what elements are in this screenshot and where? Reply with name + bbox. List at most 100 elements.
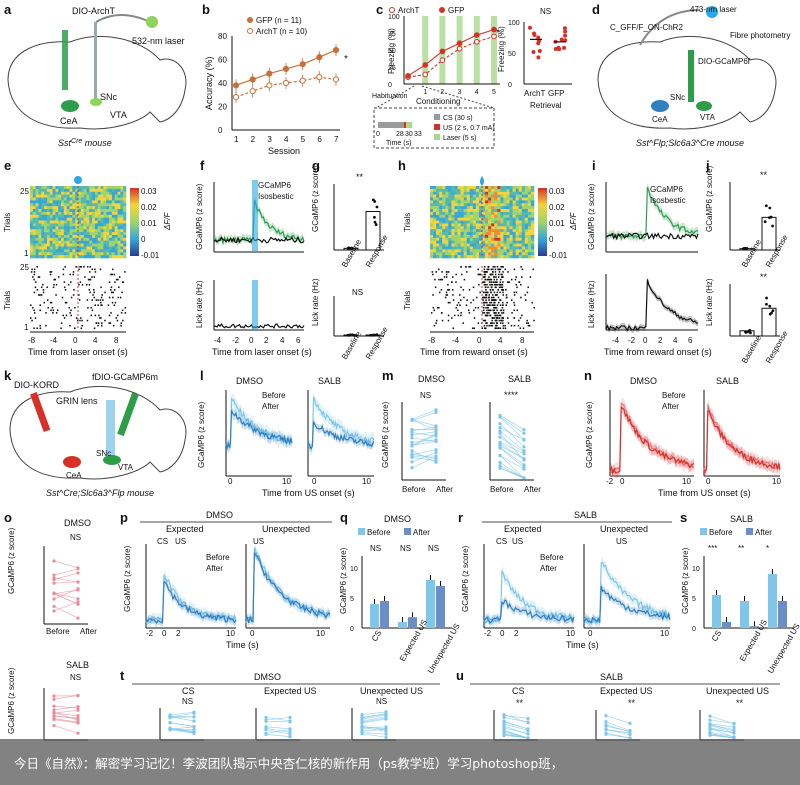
habituation-c: Habituation: [372, 93, 408, 100]
raster-e-tick: [95, 299, 98, 301]
heat-e-cell: [114, 252, 118, 256]
star-c: *: [496, 28, 500, 39]
point-c-1-3: [456, 40, 463, 47]
xlabel-m-after-dmso: After: [436, 485, 453, 494]
heat-e-cell: [78, 203, 82, 207]
heat-e-cell: [75, 214, 79, 218]
heat-e-cell: [94, 255, 99, 259]
heat-h-cell: [454, 249, 458, 253]
raster-e-tick: [55, 294, 57, 296]
heat-h-cell: [460, 237, 464, 242]
heat-h-cell: [521, 197, 526, 201]
raster-e-tick: [100, 317, 102, 319]
heat-e-cell: [35, 214, 39, 218]
heat-h-cell: [469, 240, 474, 244]
raster-h-tick: [533, 319, 535, 322]
heat-e-cell: [63, 209, 68, 213]
raster-h-lick: [482, 296, 484, 299]
heat-h-cell: [530, 197, 535, 201]
heat-h-cell: [497, 200, 501, 204]
heat-e-cell: [117, 249, 121, 253]
q-bar-1-0: [398, 622, 407, 628]
heat-h-cell: [430, 214, 434, 218]
heat-e-cell: [89, 226, 93, 230]
heat-e-cell: [66, 217, 70, 221]
heat-e-cell: [32, 211, 36, 216]
raster-e-tick: [72, 273, 74, 276]
raster-h-lick: [496, 266, 499, 268]
heat-e-cell: [38, 252, 42, 256]
heat-h-cell: [485, 240, 489, 244]
lens-label-k: GRIN lens: [56, 396, 98, 406]
heat-e-cell: [89, 237, 93, 242]
heat-h-cell: [515, 252, 520, 256]
xtick-b-5: 6: [317, 135, 322, 144]
heat-e-cell: [111, 246, 116, 250]
raster-h-tick: [468, 266, 470, 268]
heat-h-cell: [488, 188, 492, 193]
heat-e-cell: [30, 243, 34, 247]
raster-h-tick: [445, 294, 448, 296]
heat-e-cell: [44, 186, 48, 190]
heat-h-cell: [475, 194, 480, 198]
heat-e-cell: [44, 200, 48, 204]
heat-h-cell: [512, 232, 516, 236]
heat-h-cell: [430, 252, 434, 256]
heat-h-cell: [448, 255, 452, 259]
heat-h-cell: [521, 211, 526, 216]
heat-h-cell: [500, 206, 504, 210]
heat-h-cell: [488, 214, 492, 218]
heat-h-cell: [503, 223, 507, 227]
raster-h-tick: [453, 314, 456, 317]
heat-e-cell: [111, 188, 116, 193]
heat-e-cell: [38, 214, 42, 218]
u-exp-after-5: [628, 721, 632, 725]
raster-h-lick: [499, 322, 502, 324]
heat-h-cell: [448, 203, 452, 207]
raster-h-tick: [440, 289, 443, 291]
heat-h-cell: [445, 206, 449, 210]
heat-e-cell: [94, 203, 99, 207]
heat-h-cell: [460, 249, 464, 253]
heat-h-cell: [482, 206, 486, 210]
heat-e-cell: [80, 237, 84, 242]
raster-e-tick: [73, 327, 76, 330]
t-unexp-after-3: [384, 735, 388, 739]
raster-h-tick: [446, 294, 449, 296]
heat-h-cell: [485, 252, 489, 256]
heat-h-cell: [475, 214, 480, 218]
raster-h-tick: [507, 271, 509, 273]
heat-h-cell: [445, 237, 449, 242]
heat-h-cell: [527, 197, 532, 201]
mouse-brain-outline-k: [9, 386, 187, 480]
p-exp-after-line: [145, 580, 237, 625]
heat-e-cell: [49, 191, 53, 195]
heat-e-cell: [63, 186, 68, 190]
heat-h-cell: [430, 243, 434, 247]
heat-e-cell: [97, 223, 101, 227]
heat-e-cell: [83, 217, 87, 221]
raster-h-tick: [493, 309, 496, 312]
heat-e-cell: [97, 249, 101, 253]
u-cs-before-9: [502, 712, 506, 717]
raster-h-lick: [489, 322, 492, 324]
m-dmso-pair-14: [411, 431, 437, 436]
raster-h-tick: [529, 276, 532, 278]
heat-e-cell: [38, 226, 42, 230]
heat-e-cell: [55, 229, 59, 233]
heat-e-cell: [103, 255, 107, 259]
raster-h-lick: [482, 281, 484, 283]
heat-e-cell: [38, 203, 42, 207]
raster-h-lick: [496, 281, 498, 283]
panel-f: f GCaMP6 Isosbestic GCaMP6 (z score) Lic…: [195, 158, 312, 357]
heat-h-cell: [442, 240, 446, 244]
sig-j-bot: **: [760, 272, 768, 282]
heat-e-cell: [78, 249, 82, 253]
heat-e-cell: [52, 194, 56, 198]
panel-letter-a: a: [4, 2, 12, 17]
heat-h-cell: [478, 229, 483, 233]
heat-h-cell: [475, 211, 480, 216]
heat-e-cell: [38, 206, 42, 210]
heat-e-cell: [63, 255, 68, 259]
cable-a: [95, 14, 151, 23]
